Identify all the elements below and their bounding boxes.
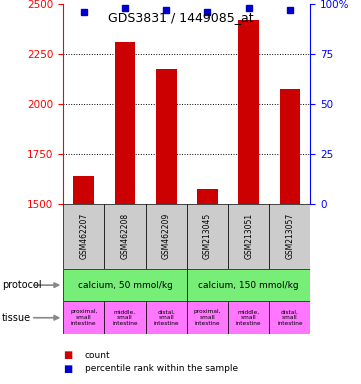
Bar bbox=[74, 175, 94, 204]
Bar bbox=[269, 204, 310, 269]
Bar bbox=[145, 301, 187, 334]
Text: percentile rank within the sample: percentile rank within the sample bbox=[85, 364, 238, 373]
Bar bbox=[63, 204, 104, 269]
Bar bbox=[228, 204, 269, 269]
Text: GSM462209: GSM462209 bbox=[162, 213, 171, 259]
Text: distal,
small
intestine: distal, small intestine bbox=[153, 310, 179, 326]
Bar bbox=[238, 20, 259, 204]
Bar bbox=[104, 301, 145, 334]
Text: ■: ■ bbox=[63, 350, 73, 360]
Bar bbox=[197, 189, 218, 204]
Text: GSM213045: GSM213045 bbox=[203, 213, 212, 259]
Text: GSM213051: GSM213051 bbox=[244, 213, 253, 259]
Bar bbox=[156, 69, 177, 204]
Text: GSM213057: GSM213057 bbox=[285, 213, 294, 259]
Text: calcium, 50 mmol/kg: calcium, 50 mmol/kg bbox=[78, 281, 173, 290]
Bar bbox=[187, 269, 310, 301]
Text: GSM462207: GSM462207 bbox=[79, 213, 88, 259]
Text: distal,
small
intestine: distal, small intestine bbox=[277, 310, 303, 326]
Text: GSM462208: GSM462208 bbox=[121, 213, 130, 259]
Text: middle,
small
intestine: middle, small intestine bbox=[236, 310, 261, 326]
Bar bbox=[269, 301, 310, 334]
Text: count: count bbox=[85, 351, 110, 360]
Text: protocol: protocol bbox=[2, 280, 42, 290]
Bar bbox=[104, 204, 145, 269]
Text: proximal,
small
intestine: proximal, small intestine bbox=[70, 310, 97, 326]
Text: middle,
small
intestine: middle, small intestine bbox=[112, 310, 138, 326]
Bar bbox=[187, 301, 228, 334]
Text: tissue: tissue bbox=[2, 313, 31, 323]
Bar bbox=[187, 204, 228, 269]
Text: GDS3831 / 1449085_at: GDS3831 / 1449085_at bbox=[108, 12, 253, 25]
Bar bbox=[115, 42, 135, 204]
Text: ■: ■ bbox=[63, 364, 73, 374]
Text: calcium, 150 mmol/kg: calcium, 150 mmol/kg bbox=[198, 281, 299, 290]
Bar bbox=[63, 269, 187, 301]
Text: proximal,
small
intestine: proximal, small intestine bbox=[193, 310, 221, 326]
Bar bbox=[279, 89, 300, 204]
Bar bbox=[228, 301, 269, 334]
Bar bbox=[63, 301, 104, 334]
Bar bbox=[145, 204, 187, 269]
